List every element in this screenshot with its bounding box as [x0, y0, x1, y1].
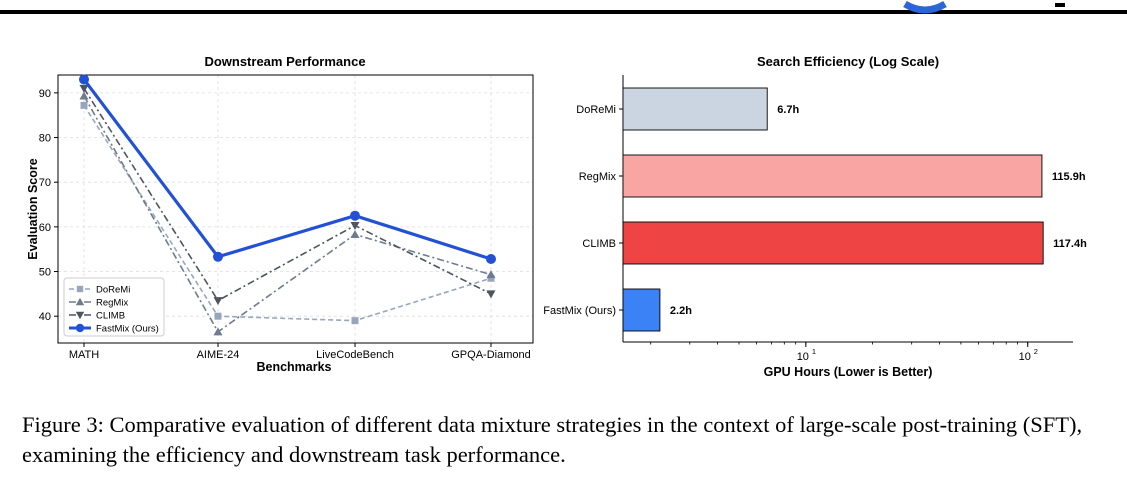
- data-point: [487, 274, 495, 282]
- bar-chart-xlabel: GPU Hours (Lower is Better): [764, 365, 933, 379]
- bar-regmix: RegMix 115.9h: [579, 154, 1086, 198]
- figure-caption: Figure 3: Comparative evaluation of diff…: [22, 410, 1112, 470]
- x-tick-label: 10: [1019, 351, 1031, 363]
- legend-item: CLIMB: [69, 311, 125, 322]
- line-chart-frame: [57, 74, 534, 344]
- line-chart-ylabel: Evaluation Score: [26, 158, 40, 259]
- legend-label: RegMix: [96, 298, 128, 309]
- x-tick-label: 10: [797, 351, 809, 363]
- series-doremi: [80, 101, 495, 325]
- bar-value-label: 115.9h: [1052, 171, 1086, 183]
- y-tick-label: CLIMB: [582, 238, 616, 250]
- y-tick-label: 70: [39, 177, 51, 189]
- legend-item: RegMix: [69, 298, 128, 309]
- data-point: [350, 222, 360, 231]
- series-line: [83, 104, 492, 322]
- bar-fastmix-ours: FastMix (Ours) 2.2h: [543, 288, 692, 332]
- data-point: [486, 254, 496, 265]
- bar-value-label: 2.2h: [670, 305, 692, 317]
- page-top-rule: [0, 10, 1127, 14]
- data-point: [75, 311, 85, 320]
- line-chart-x-ticks: MATH AIME-24 LiveCodeBench GPQA-Diamond: [69, 343, 531, 361]
- bar-doremi: DoReMi 6.7h: [576, 87, 800, 131]
- line-chart-y-ticks: 40 50 60 70 80 90: [39, 88, 58, 323]
- legend-item: DoReMi: [69, 285, 130, 296]
- legend-label: FastMix (Ours): [96, 324, 159, 335]
- series-fastmix-ours: [79, 74, 496, 265]
- bar-rect: [622, 288, 661, 332]
- bar-chart-x-ticks: 10 1 10 2: [650, 342, 1038, 363]
- data-point: [213, 327, 223, 336]
- data-point: [350, 229, 360, 238]
- line-chart-xlabel: Benchmarks: [256, 360, 331, 374]
- series-line: [83, 87, 492, 302]
- x-tick-label: GPQA-Diamond: [451, 349, 530, 361]
- bar-rect: [622, 154, 1043, 198]
- y-tick-label: 80: [39, 133, 51, 145]
- x-tick-exponent: 2: [1034, 347, 1038, 356]
- series-regmix: [79, 91, 496, 336]
- data-point: [79, 84, 89, 93]
- data-point: [80, 101, 88, 109]
- data-point: [79, 91, 89, 100]
- logo-fragment-icon: [903, 0, 1065, 14]
- legend-box: [63, 277, 165, 337]
- data-point: [213, 251, 223, 262]
- y-tick-label: DoReMi: [576, 104, 616, 116]
- data-point: [213, 297, 223, 306]
- y-tick-label: 40: [39, 311, 51, 323]
- line-chart-title: Downstream Performance: [204, 54, 365, 69]
- data-point: [79, 74, 89, 85]
- bar-chart-title: Search Efficiency (Log Scale): [757, 54, 939, 69]
- series-line: [82, 78, 492, 261]
- data-point: [76, 285, 84, 293]
- x-tick-exponent: 1: [812, 347, 816, 356]
- data-point: [75, 323, 85, 333]
- data-point: [75, 297, 85, 306]
- bar-chart-bars: DoReMi 6.7h RegMix 115.9h CLIMB 117.4h FastMix…: [543, 87, 1087, 332]
- series-climb: [79, 84, 496, 306]
- caption-text: Comparative evaluation of different data…: [22, 412, 1083, 467]
- x-tick-label: AIME-24: [197, 349, 240, 361]
- y-tick-label: 50: [39, 267, 51, 279]
- data-point: [214, 312, 222, 320]
- y-tick-label: FastMix (Ours): [543, 305, 616, 317]
- bar-rect: [622, 87, 768, 131]
- x-tick-label: LiveCodeBench: [316, 349, 394, 361]
- data-point: [486, 290, 496, 299]
- line-chart-series: [79, 74, 496, 336]
- x-tick-label: MATH: [69, 349, 99, 361]
- bar-climb: CLIMB 117.4h: [582, 221, 1087, 265]
- bar-value-label: 117.4h: [1053, 238, 1087, 250]
- data-point: [351, 317, 359, 325]
- line-chart-legend: DoReMi RegMix CLIMB FastMix (Ours): [63, 277, 165, 337]
- bar-rect: [622, 221, 1044, 265]
- legend-label: CLIMB: [96, 311, 125, 322]
- y-tick-label: 90: [39, 88, 51, 100]
- legend-item: FastMix (Ours): [69, 324, 159, 335]
- y-tick-label: RegMix: [579, 171, 617, 183]
- legend-label: DoReMi: [96, 285, 130, 296]
- caption-label: Figure 3:: [22, 412, 104, 437]
- data-point: [350, 210, 360, 221]
- y-tick-label: 60: [39, 222, 51, 234]
- series-line: [83, 95, 492, 333]
- bar-value-label: 6.7h: [777, 104, 799, 116]
- data-point: [486, 270, 496, 279]
